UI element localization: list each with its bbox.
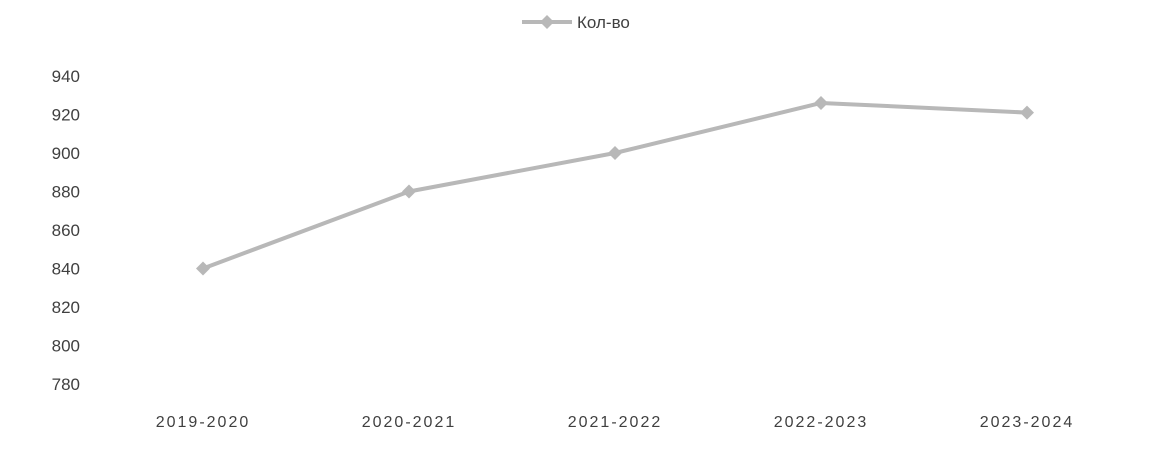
x-tick-label: 2020-2021: [362, 414, 457, 431]
y-tick-label: 860: [52, 221, 80, 240]
data-point: [1020, 105, 1034, 120]
y-tick-label: 900: [52, 144, 80, 163]
x-axis: 2019-2020 2020-2021 2021-2022 2022-2023 2023…: [156, 414, 1075, 431]
legend-label: Кол-во: [577, 13, 630, 32]
y-tick-label: 800: [52, 337, 80, 356]
data-point: [814, 95, 828, 110]
data-point: [402, 184, 416, 199]
y-tick-label: 820: [52, 298, 80, 317]
y-tick-label: 940: [52, 67, 80, 86]
legend: Кол-во: [522, 13, 630, 32]
y-tick-label: 920: [52, 106, 80, 125]
y-axis: 780 800 820 840 860 880 900 920 940: [52, 67, 80, 394]
x-tick-label: 2023-2024: [980, 414, 1075, 431]
y-tick-label: 840: [52, 260, 80, 279]
x-tick-label: 2019-2020: [156, 414, 251, 431]
y-tick-label: 880: [52, 183, 80, 202]
legend-marker-swatch: [540, 15, 554, 29]
x-tick-label: 2021-2022: [568, 414, 663, 431]
series-line: [201, 100, 1029, 271]
data-point: [608, 146, 622, 160]
data-point: [196, 261, 210, 276]
y-tick-label: 780: [52, 375, 80, 394]
plot-area: [196, 95, 1034, 276]
x-tick-label: 2022-2023: [774, 414, 869, 431]
